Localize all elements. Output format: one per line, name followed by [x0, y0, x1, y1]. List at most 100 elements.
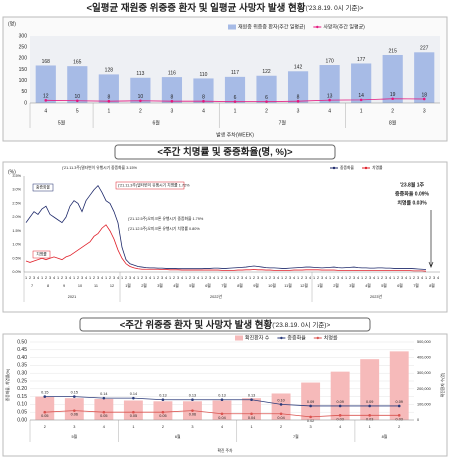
bar: [130, 77, 151, 103]
y-tick-label: 0: [24, 100, 27, 106]
x-tick-label: 1: [25, 276, 27, 280]
x-tick-label: 1: [250, 425, 252, 429]
y-tick-label: 200: [19, 56, 28, 62]
y-tick-label: 100,000: [417, 402, 431, 406]
y-label: (%): [8, 169, 16, 175]
legend-label: 재원중 위중증 환자(주간 일평균): [238, 23, 306, 30]
y-tick-label: 0.25: [17, 378, 27, 384]
point: [338, 414, 342, 417]
x-tick-label: 3: [113, 276, 115, 280]
x-tick-label: 4: [69, 276, 71, 280]
bar: [242, 398, 261, 420]
x-tick-label: 3: [97, 276, 99, 280]
point-value-label: 8: [202, 95, 205, 101]
point-value-label: 10: [75, 94, 81, 100]
x-tick-label: 2: [139, 108, 142, 114]
month-label: 9월: [253, 283, 259, 288]
point-value-label: 8: [171, 95, 174, 101]
legend-label: 치명률: [372, 165, 383, 170]
y-tick-label: 2.0%: [12, 215, 21, 219]
x-tick-label: 4: [261, 276, 263, 280]
x-tick-label: 3: [49, 276, 51, 280]
point-value-label: 0.05: [41, 414, 48, 418]
bar: [94, 398, 114, 420]
x-tick-label: 3: [401, 276, 403, 280]
month-label: 10월: [268, 283, 276, 288]
line: [25, 184, 427, 270]
x-tick-label: 1: [169, 276, 171, 280]
annotation: ('21.12.5주)오미크론 유행시기 중증화율 1.79%: [128, 216, 204, 221]
x-tick-label: 4: [53, 276, 55, 280]
point-value-label: 18: [421, 92, 427, 98]
x-tick-label: 1: [393, 276, 395, 280]
x-tick-label: 1: [361, 276, 363, 280]
point: [102, 396, 106, 400]
y-tick-label: 0.00: [17, 417, 27, 423]
x-tick-label: 3: [161, 276, 163, 280]
x-tick-label: 4: [357, 276, 359, 280]
point: [328, 98, 331, 102]
month-label: 1월: [125, 283, 131, 288]
point: [397, 404, 401, 408]
x-tick-label: 3: [225, 276, 227, 280]
y-tick-label: 0.30: [17, 371, 27, 377]
chart-title: <일평균 재원중 위중증 환자 및 일평균 사망자 발생 현황('23.8.19…: [87, 2, 364, 14]
point: [132, 396, 135, 400]
y-tick-label: 1.0%: [12, 243, 21, 247]
point-value-label: 0.15: [71, 391, 78, 395]
x-tick-label: 3: [273, 276, 275, 280]
point-value-label: 0.09: [396, 400, 403, 404]
y-tick-label: 400,000: [417, 356, 431, 360]
month-label: 7월: [221, 283, 227, 288]
point: [309, 404, 312, 408]
bar: [123, 400, 143, 420]
x-tick-label: 5: [76, 108, 79, 114]
x-tick-label: 1: [377, 276, 379, 280]
point-value-label: 0.06: [71, 413, 78, 417]
month-label: 9: [63, 284, 65, 288]
point: [397, 414, 401, 417]
x-tick-label: 2: [29, 276, 31, 280]
annotation-box: [115, 181, 185, 190]
x-tick-label: 1: [153, 276, 155, 280]
point: [139, 99, 142, 103]
x-tick-label: 2: [253, 276, 255, 280]
point-value-label: 8: [107, 95, 110, 101]
series-label-box: [32, 183, 54, 192]
x-tick-label: 1: [73, 276, 75, 280]
point-value-label: 0.04: [277, 416, 284, 420]
x-tick-label: 4: [221, 425, 223, 429]
x-tick-label: 3: [433, 276, 435, 280]
bar-value-label: 116: [168, 70, 176, 76]
x-tick-label: 1: [234, 108, 237, 114]
bar: [414, 52, 435, 103]
point-value-label: 0.03: [336, 417, 343, 421]
x-tick-label: 4: [149, 276, 151, 280]
x-tick-label: 1: [201, 276, 203, 280]
y-label: (명): [8, 20, 16, 27]
x-tick-label: 3: [177, 276, 179, 280]
x-tick-label: 2: [285, 276, 287, 280]
x-tick-label: 2: [317, 276, 319, 280]
point: [43, 410, 47, 414]
x-tick-label: 3: [417, 276, 419, 280]
bar-value-label: 215: [389, 48, 398, 54]
bar: [193, 78, 214, 103]
x-tick-label: 2: [365, 276, 367, 280]
x-tick-label: 4: [328, 108, 331, 114]
y-tick-label: 1.5%: [12, 229, 21, 233]
x-tick-label: 4: [373, 276, 375, 280]
point: [368, 414, 371, 417]
annotation: 치명률 0.03%: [397, 199, 427, 206]
x-tick-label: 1: [105, 276, 107, 280]
x-tick-label: 2: [381, 276, 383, 280]
month-label: 5월: [381, 283, 387, 288]
point: [76, 99, 79, 103]
annotation: ('21.11.3주)델타변이 유행시기 치명률 1.72%: [118, 183, 190, 188]
point-value-label: 0.05: [100, 414, 107, 418]
x-tick-label: 3: [129, 276, 131, 280]
point-value-label: 0.09: [366, 400, 373, 404]
x-tick-label: 3: [385, 276, 387, 280]
point-value-label: 0.14: [130, 392, 137, 396]
point-value-label: 0.14: [100, 392, 107, 396]
